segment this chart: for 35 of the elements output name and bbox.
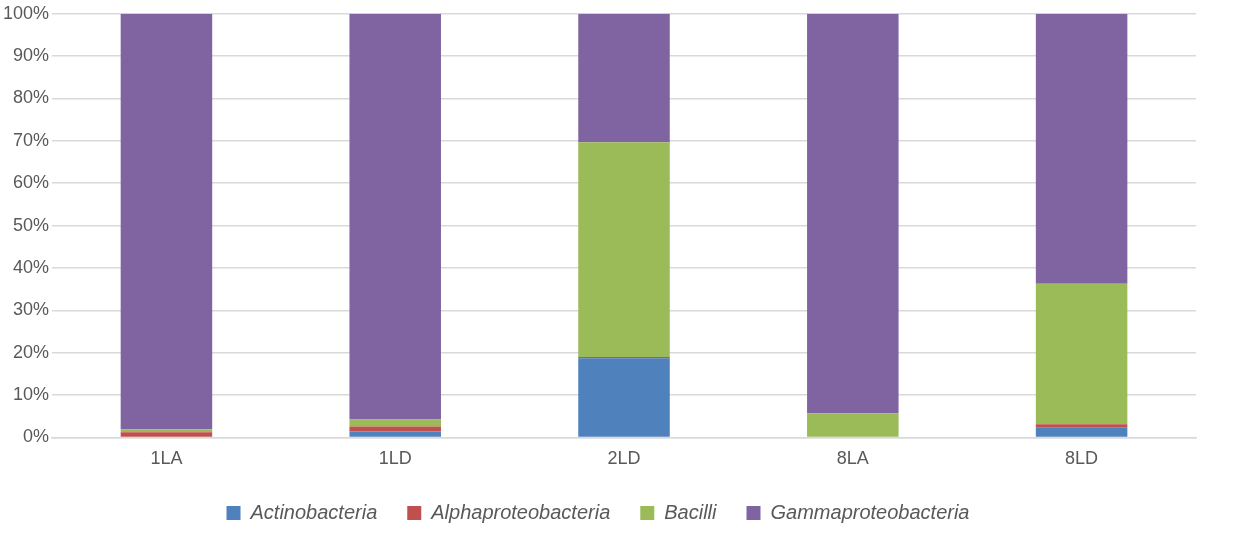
bar — [578, 358, 670, 437]
y-tick-label: 50% — [13, 214, 50, 235]
y-tick-label: 80% — [13, 87, 50, 108]
y-tick-label: 40% — [13, 256, 50, 277]
bar — [349, 426, 441, 432]
legend-label: Actinobacteria — [249, 500, 378, 523]
bar — [807, 413, 899, 437]
y-tick-label: 30% — [13, 299, 50, 320]
bar — [1035, 427, 1128, 437]
y-tick-label: 0% — [23, 426, 50, 447]
bar — [578, 142, 670, 357]
bar — [1035, 283, 1128, 425]
y-tick-label: 10% — [13, 384, 50, 405]
x-tick-label: 2LD — [607, 448, 641, 469]
bar — [1035, 13, 1128, 284]
bar — [578, 13, 670, 143]
bar — [120, 429, 213, 433]
x-tick-label: 1LD — [378, 448, 412, 469]
y-tick-label: 60% — [13, 172, 50, 193]
legend-label: Gammaproteobacteria — [770, 500, 970, 523]
legend-label: Alphaproteobacteria — [430, 500, 611, 523]
y-tick-label: 90% — [13, 45, 50, 66]
bar — [807, 13, 899, 414]
legend-label: Bacilli — [664, 500, 718, 523]
bar — [120, 13, 213, 430]
x-tick-label: 8LD — [1065, 448, 1099, 469]
bar — [349, 13, 441, 420]
y-tick-label: 20% — [13, 341, 50, 362]
bar — [1035, 424, 1128, 428]
y-tick-label: 70% — [13, 129, 50, 150]
x-tick-label: 1LA — [150, 448, 183, 469]
y-tick-label: 100% — [2, 2, 50, 23]
x-tick-label: 8LA — [836, 448, 869, 469]
bar — [349, 431, 441, 437]
bar — [120, 432, 213, 437]
